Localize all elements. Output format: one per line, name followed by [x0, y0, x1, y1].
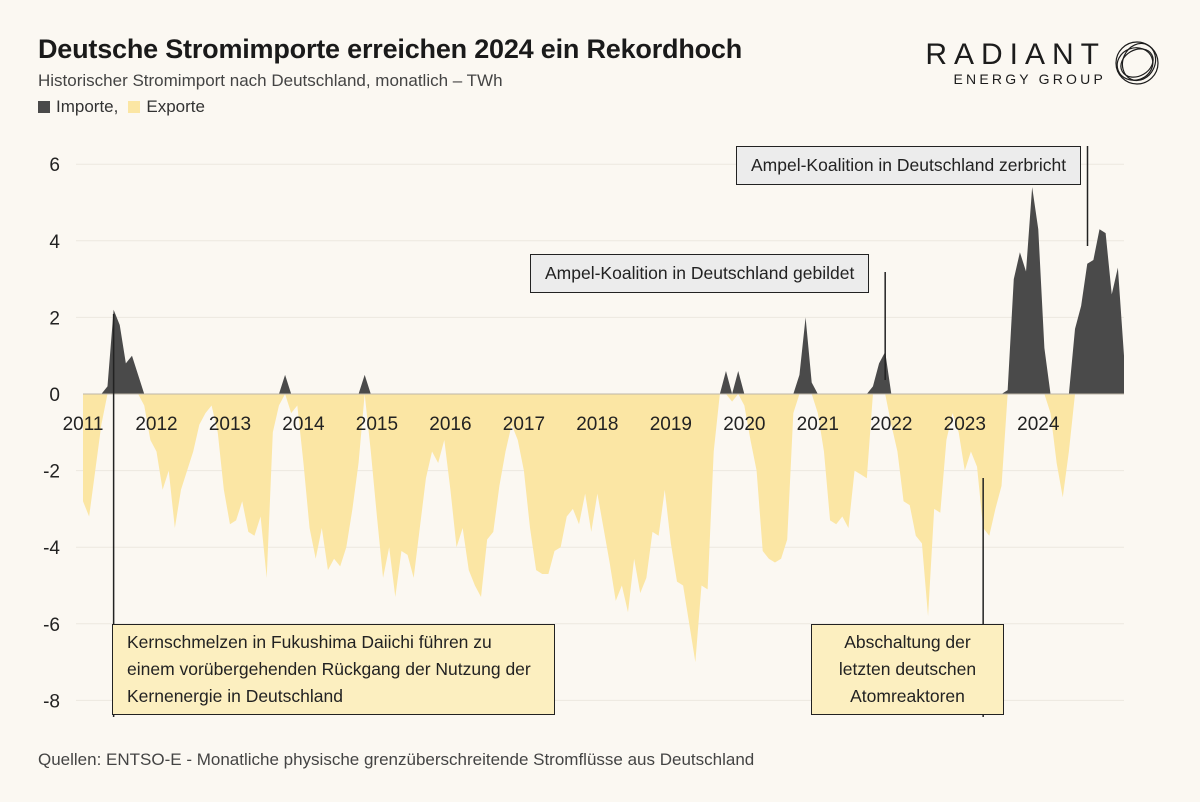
x-tick-label: 2013	[209, 414, 251, 435]
x-tick-label: 2023	[944, 414, 986, 435]
y-tick-label: 6	[49, 155, 60, 176]
x-tick-label: 2018	[576, 414, 618, 435]
x-tick-label: 2014	[282, 414, 325, 435]
y-tick-label: -6	[43, 615, 60, 636]
annotation-fukushima: Kernschmelzen in Fukushima Daiichi führe…	[112, 624, 555, 716]
x-tick-label: 2011	[63, 414, 104, 435]
annotation-ampel-end: Ampel-Koalition in Deutschland zerbricht	[736, 146, 1082, 186]
x-tick-label: 2020	[723, 414, 765, 435]
x-tick-label: 2017	[503, 414, 545, 435]
y-tick-label: -2	[43, 462, 60, 483]
legend-label-imports: Importe,	[56, 97, 119, 116]
x-tick-label: 2022	[870, 414, 912, 435]
y-tick-label: 4	[49, 232, 60, 253]
y-tick-label: 0	[49, 385, 60, 406]
x-tick-label: 2012	[135, 414, 177, 435]
annotation-ampel-start: Ampel-Koalition in Deutschland gebildet	[530, 254, 870, 294]
chart-legend: Importe, Exporte	[38, 97, 215, 117]
legend-swatch-exports	[128, 101, 141, 113]
legend-item-imports: Importe,	[38, 97, 118, 117]
logo-rings-icon	[1115, 41, 1159, 85]
source-note: Quellen: ENTSO-E - Monatliche physische …	[38, 750, 755, 769]
legend-item-exports: Exporte	[128, 97, 205, 117]
y-tick-label: -4	[43, 538, 60, 559]
legend-label-exports: Exporte	[146, 97, 205, 116]
logo-main-text: RADIANT	[925, 38, 1106, 71]
imports-area	[83, 187, 1124, 394]
x-tick-label: 2016	[429, 414, 471, 435]
x-tick-label: 2019	[650, 414, 692, 435]
annotation-nuclear-exit: Abschaltung der letzten deutschen Atomre…	[811, 624, 1004, 716]
x-tick-label: 2024	[1017, 414, 1060, 435]
legend-swatch-imports	[38, 101, 50, 113]
y-tick-label: 2	[49, 308, 60, 329]
y-tick-label: -8	[43, 691, 60, 712]
x-tick-label: 2015	[356, 414, 398, 435]
x-tick-label: 2021	[797, 414, 839, 435]
exports-area	[83, 394, 1124, 663]
chart-subtitle: Historischer Stromimport nach Deutschlan…	[38, 71, 503, 90]
chart-title: Deutsche Stromimporte erreichen 2024 ein…	[38, 34, 743, 64]
brand-logo: RADIANT ENERGY GROUP	[925, 38, 1162, 88]
logo-sub-text: ENERGY GROUP	[953, 71, 1106, 87]
